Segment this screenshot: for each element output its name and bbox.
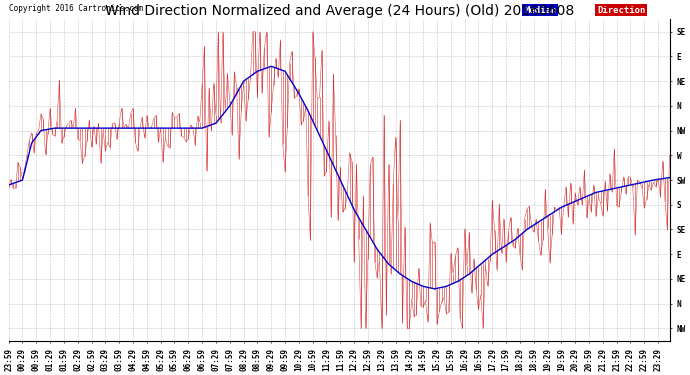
- Text: Median: Median: [524, 6, 556, 15]
- Text: Direction: Direction: [597, 6, 645, 15]
- Text: Copyright 2016 Cartronics.com: Copyright 2016 Cartronics.com: [9, 4, 143, 13]
- Title: Wind Direction Normalized and Average (24 Hours) (Old) 20160608: Wind Direction Normalized and Average (2…: [104, 4, 574, 18]
